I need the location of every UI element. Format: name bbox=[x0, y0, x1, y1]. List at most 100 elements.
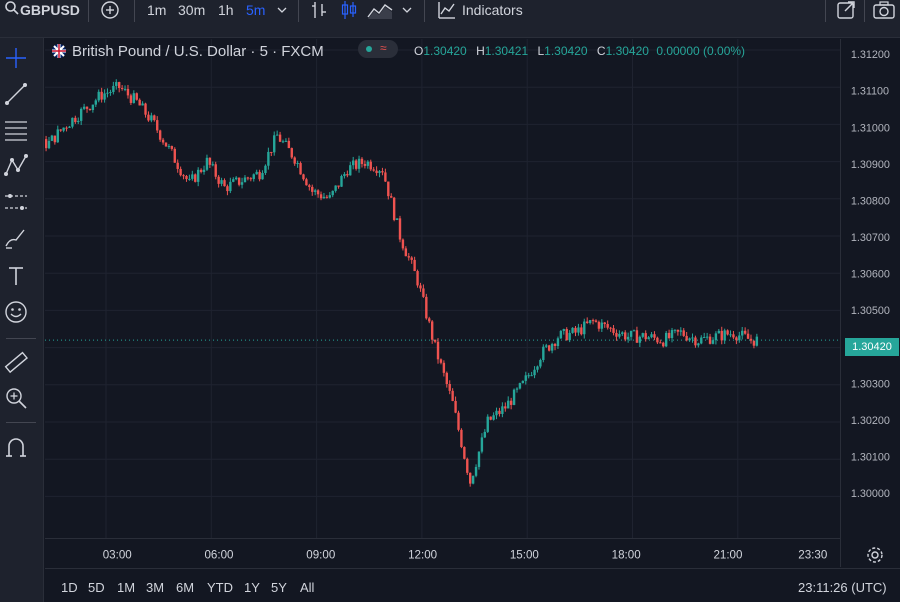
candle-body bbox=[469, 472, 472, 484]
brush-icon[interactable] bbox=[2, 224, 30, 252]
chevron-down-icon[interactable] bbox=[277, 0, 287, 20]
candle-body bbox=[723, 330, 726, 341]
candle-body bbox=[284, 140, 288, 142]
candle-body bbox=[252, 174, 255, 179]
time-tick-label: 09:00 bbox=[306, 548, 335, 561]
candle-body bbox=[287, 140, 291, 149]
price-axis[interactable]: 1.31200 1.31100 1.31000 1.30900 1.30800 1.307… bbox=[840, 39, 900, 567]
candle-body bbox=[685, 335, 688, 341]
interval-30m[interactable]: 30m bbox=[178, 2, 206, 18]
chart-title[interactable]: British Pound / U.S. Dollar · 5 · FXCM bbox=[72, 42, 324, 60]
candle-body bbox=[232, 179, 235, 182]
candle-body bbox=[91, 104, 95, 110]
candle-body bbox=[714, 333, 718, 341]
candle-body bbox=[275, 134, 279, 136]
candle-body bbox=[518, 383, 522, 389]
time-tick-label: 06:00 bbox=[204, 548, 233, 561]
range-1m[interactable]: 1M bbox=[117, 580, 136, 595]
candle-body bbox=[322, 196, 326, 199]
candle-body bbox=[112, 85, 115, 93]
camera-icon[interactable] bbox=[873, 0, 895, 20]
candle-body bbox=[337, 185, 340, 187]
candle-body bbox=[281, 141, 285, 143]
candle-body bbox=[755, 336, 759, 346]
candle-body bbox=[103, 93, 106, 100]
settings-gear-icon[interactable] bbox=[866, 546, 884, 564]
range-5d[interactable]: 5D bbox=[88, 580, 105, 595]
candle-body bbox=[460, 429, 463, 448]
high-key: H bbox=[476, 44, 485, 58]
ohlc-readout: O1.30420 H1.30421 L1.30420 C1.30420 0.00… bbox=[414, 44, 745, 58]
indicators-icon[interactable] bbox=[437, 0, 457, 20]
emoji-icon[interactable] bbox=[2, 298, 30, 326]
zoom-in-icon[interactable] bbox=[2, 384, 30, 412]
range-6m[interactable]: 6M bbox=[176, 580, 195, 595]
pattern-icon[interactable] bbox=[2, 152, 30, 180]
candle-body bbox=[626, 336, 630, 340]
candle-body bbox=[170, 146, 174, 149]
area-chart-type-icon[interactable] bbox=[367, 0, 393, 20]
candle-body bbox=[559, 330, 563, 339]
candle-body bbox=[688, 338, 691, 341]
interval-1m[interactable]: 1m bbox=[147, 2, 167, 18]
range-3m[interactable]: 3M bbox=[146, 580, 165, 595]
candle-body bbox=[512, 389, 516, 405]
candle-body bbox=[428, 318, 431, 322]
candle-body bbox=[261, 173, 264, 180]
ruler-icon[interactable] bbox=[2, 348, 30, 376]
candle-body bbox=[697, 343, 700, 346]
interval-5m[interactable]: 5m bbox=[246, 2, 266, 18]
horizontal-lines-icon[interactable] bbox=[2, 116, 30, 144]
candle-body bbox=[94, 100, 97, 105]
indicators-button[interactable]: Indicators bbox=[462, 2, 523, 18]
candle-body bbox=[349, 165, 352, 176]
trend-line-icon[interactable] bbox=[2, 80, 30, 108]
chevron-down-icon[interactable] bbox=[402, 0, 412, 20]
candles-chart-type-icon[interactable] bbox=[340, 0, 358, 20]
candle-body bbox=[410, 257, 413, 260]
bar-chart-type-icon[interactable] bbox=[310, 0, 328, 20]
candle-body bbox=[594, 320, 598, 322]
candle-body bbox=[138, 99, 141, 106]
symbol-name[interactable]: GBPUSD bbox=[20, 2, 80, 18]
price-chart[interactable] bbox=[45, 39, 840, 567]
crosshair-icon[interactable] bbox=[2, 44, 30, 72]
candle-body bbox=[580, 327, 583, 335]
candle-body bbox=[653, 334, 656, 338]
candle-body bbox=[360, 158, 364, 164]
candle-body bbox=[726, 330, 729, 335]
candle-body bbox=[507, 400, 510, 409]
interval-1h[interactable]: 1h bbox=[218, 2, 234, 18]
magnet-icon[interactable] bbox=[2, 434, 30, 462]
candle-body bbox=[656, 337, 659, 343]
candle-body bbox=[621, 332, 624, 334]
range-5y[interactable]: 5Y bbox=[271, 580, 287, 595]
candle-body bbox=[56, 129, 59, 143]
candle-body bbox=[504, 406, 507, 409]
candle-body bbox=[588, 320, 592, 323]
market-status-badge[interactable]: ≈ bbox=[358, 40, 398, 58]
candle-body bbox=[240, 182, 244, 185]
range-all[interactable]: All bbox=[300, 580, 315, 595]
candle-body bbox=[217, 176, 220, 184]
fullscreen-icon[interactable] bbox=[836, 0, 856, 20]
forecast-icon[interactable] bbox=[2, 188, 30, 216]
range-1d[interactable]: 1D bbox=[61, 580, 78, 595]
chart-legend: British Pound / U.S. Dollar · 5 · FXCM bbox=[52, 41, 324, 61]
candle-body bbox=[574, 327, 577, 333]
candle-body bbox=[457, 412, 460, 430]
candle-body bbox=[246, 177, 250, 179]
utc-clock[interactable]: 23:11:26 (UTC) bbox=[798, 580, 887, 595]
candle-body bbox=[214, 164, 217, 177]
candle-body bbox=[226, 186, 229, 192]
add-symbol-icon[interactable] bbox=[100, 0, 120, 20]
candle-body bbox=[489, 416, 492, 420]
candle-body bbox=[316, 190, 320, 195]
price-tick-label: 1.31100 bbox=[851, 86, 889, 98]
time-axis[interactable]: 03:00 06:00 09:00 12:00 15:00 18:00 21:00 23:30 bbox=[45, 538, 840, 568]
text-icon[interactable] bbox=[2, 262, 30, 290]
search-icon[interactable] bbox=[4, 0, 22, 20]
range-ytd[interactable]: YTD bbox=[207, 580, 233, 595]
range-1y[interactable]: 1Y bbox=[244, 580, 260, 595]
candle-body bbox=[334, 185, 337, 191]
